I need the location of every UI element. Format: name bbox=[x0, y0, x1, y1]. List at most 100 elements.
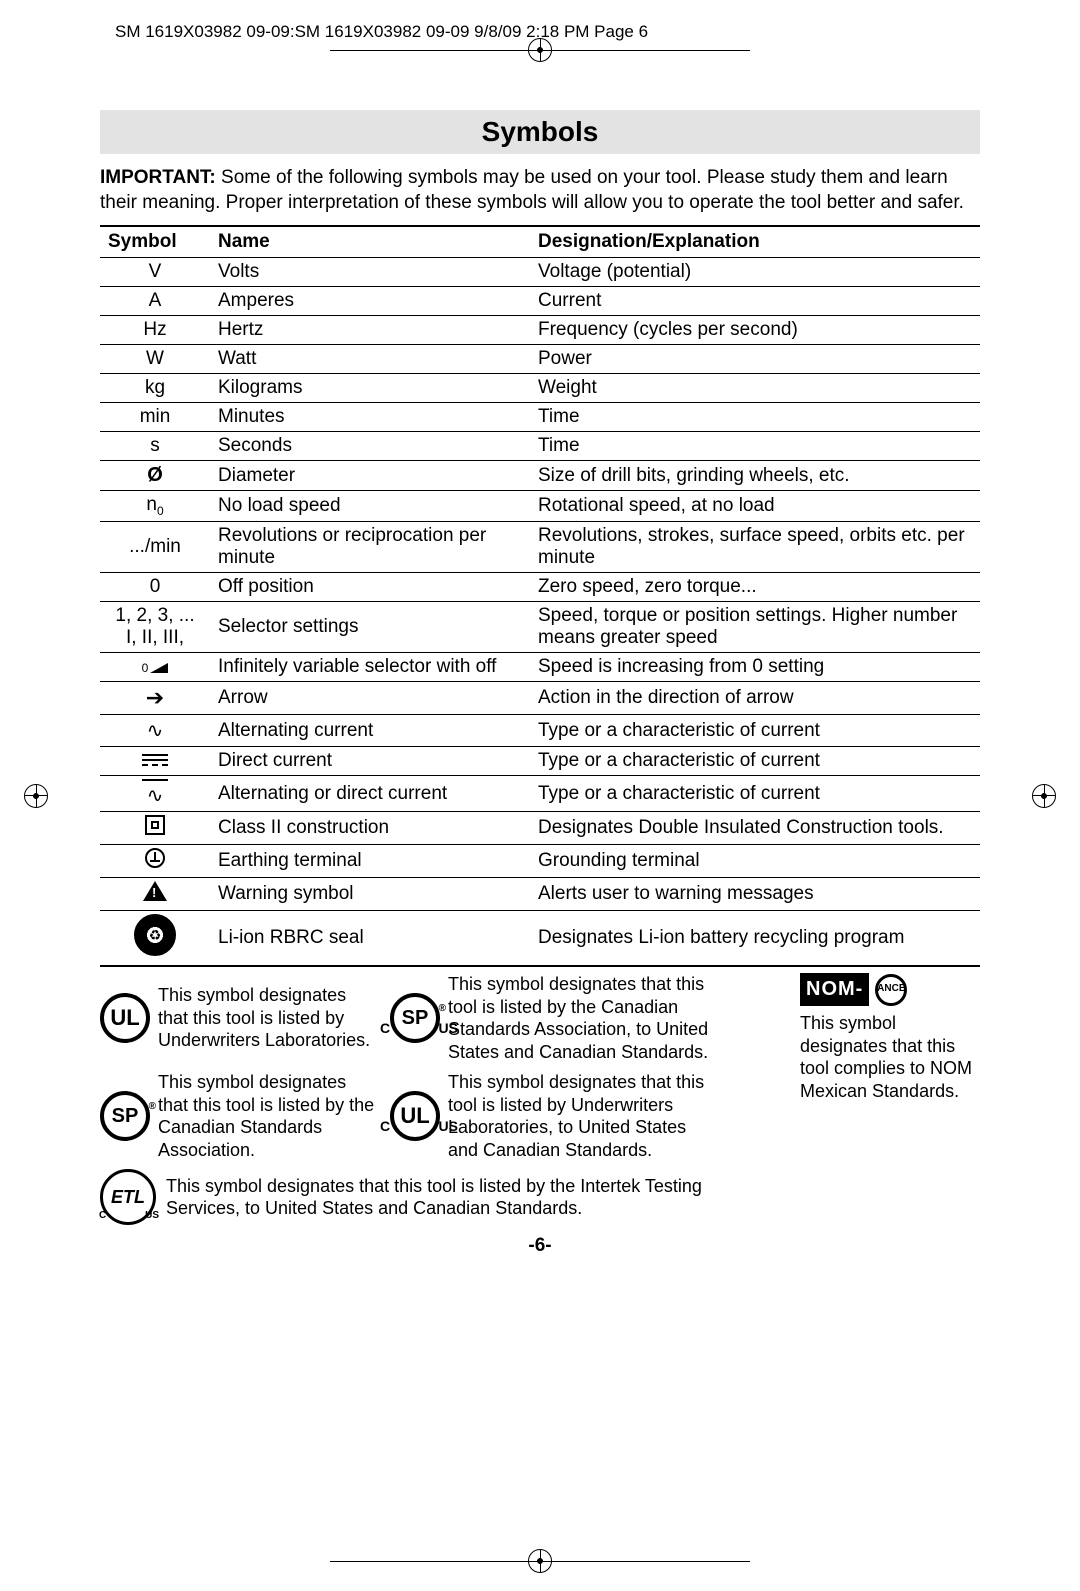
etl-text: This symbol designates that this tool is… bbox=[166, 1175, 740, 1220]
csa-text: This symbol designates that this tool is… bbox=[158, 1071, 380, 1161]
name-cell: Hertz bbox=[210, 316, 530, 345]
name-cell: Earthing terminal bbox=[210, 845, 530, 878]
table-header-row: Symbol Name Designation/Explanation bbox=[100, 226, 980, 258]
table-row: Li-ion RBRC sealDesignates Li-ion batter… bbox=[100, 911, 980, 967]
cul-us-text: This symbol designates that this tool is… bbox=[448, 1071, 710, 1161]
col-symbol: Symbol bbox=[100, 226, 210, 258]
symbol-cell bbox=[100, 911, 210, 967]
symbol-cell: kg bbox=[100, 374, 210, 403]
explanation-cell: Speed, torque or position settings. High… bbox=[530, 602, 980, 653]
symbols-table: Symbol Name Designation/Explanation VVol… bbox=[100, 225, 980, 967]
col-explanation: Designation/Explanation bbox=[530, 226, 980, 258]
ance-logo-icon: ANCE bbox=[875, 974, 907, 1006]
name-cell: Infinitely variable selector with off bbox=[210, 653, 530, 682]
explanation-cell: Designates Double Insulated Construction… bbox=[530, 812, 980, 845]
name-cell: Direct current bbox=[210, 747, 530, 776]
symbol-cell: n0 bbox=[100, 491, 210, 522]
table-row: ∿Alternating currentType or a characteri… bbox=[100, 715, 980, 747]
name-cell: Volts bbox=[210, 258, 530, 287]
explanation-cell: Power bbox=[530, 345, 980, 374]
nom-text: This symbol designates that this tool co… bbox=[800, 1012, 980, 1102]
explanation-cell: Rotational speed, at no load bbox=[530, 491, 980, 522]
symbol-cell: ∿ bbox=[100, 776, 210, 812]
table-row: 0Off positionZero speed, zero torque... bbox=[100, 573, 980, 602]
table-row: sSecondsTime bbox=[100, 432, 980, 461]
symbol-cell: W bbox=[100, 345, 210, 374]
csa-us-text: This symbol designates that this tool is… bbox=[448, 973, 710, 1063]
cul-us-logo-icon: UL C US bbox=[390, 1091, 440, 1141]
ul-text: This symbol designates that this tool is… bbox=[158, 984, 380, 1052]
intro-paragraph: IMPORTANT: Some of the following symbols… bbox=[100, 166, 980, 215]
symbol-cell bbox=[100, 878, 210, 911]
symbol-cell: 0 bbox=[100, 653, 210, 682]
registration-mark-left bbox=[24, 784, 48, 808]
table-row: minMinutesTime bbox=[100, 403, 980, 432]
explanation-cell: Weight bbox=[530, 374, 980, 403]
explanation-cell: Voltage (potential) bbox=[530, 258, 980, 287]
table-row: n0No load speedRotational speed, at no l… bbox=[100, 491, 980, 522]
name-cell: Minutes bbox=[210, 403, 530, 432]
name-cell: Class II construction bbox=[210, 812, 530, 845]
intro-bold: IMPORTANT: bbox=[100, 167, 216, 188]
certifications-section: UL This symbol designates that this tool… bbox=[100, 973, 980, 1225]
name-cell: Amperes bbox=[210, 287, 530, 316]
explanation-cell: Type or a characteristic of current bbox=[530, 715, 980, 747]
symbol-cell: Ø bbox=[100, 461, 210, 491]
registration-mark-bottom bbox=[330, 1549, 750, 1573]
table-row: Earthing terminalGrounding terminal bbox=[100, 845, 980, 878]
name-cell: Li-ion RBRC seal bbox=[210, 911, 530, 967]
name-cell: Arrow bbox=[210, 682, 530, 715]
symbol-cell: ➔ bbox=[100, 682, 210, 715]
table-row: VVoltsVoltage (potential) bbox=[100, 258, 980, 287]
explanation-cell: Action in the direction of arrow bbox=[530, 682, 980, 715]
symbol-cell: A bbox=[100, 287, 210, 316]
explanation-cell: Designates Li-ion battery recycling prog… bbox=[530, 911, 980, 967]
explanation-cell: Type or a characteristic of current bbox=[530, 776, 980, 812]
explanation-cell: Time bbox=[530, 403, 980, 432]
registration-mark-right bbox=[1032, 784, 1056, 808]
table-row: HzHertzFrequency (cycles per second) bbox=[100, 316, 980, 345]
name-cell: Kilograms bbox=[210, 374, 530, 403]
name-cell: Watt bbox=[210, 345, 530, 374]
table-row: 0Infinitely variable selector with offSp… bbox=[100, 653, 980, 682]
explanation-cell: Time bbox=[530, 432, 980, 461]
page-title: Symbols bbox=[100, 110, 980, 154]
explanation-cell: Frequency (cycles per second) bbox=[530, 316, 980, 345]
table-row: .../minRevolutions or reciprocation per … bbox=[100, 522, 980, 573]
explanation-cell: Alerts user to warning messages bbox=[530, 878, 980, 911]
table-row: Class II constructionDesignates Double I… bbox=[100, 812, 980, 845]
csa-logo-icon: SP® bbox=[100, 1091, 150, 1141]
name-cell: Diameter bbox=[210, 461, 530, 491]
table-row: kgKilogramsWeight bbox=[100, 374, 980, 403]
print-header: SM 1619X03982 09-09:SM 1619X03982 09-09 … bbox=[115, 22, 648, 42]
name-cell: Selector settings bbox=[210, 602, 530, 653]
symbol-cell bbox=[100, 845, 210, 878]
explanation-cell: Type or a characteristic of current bbox=[530, 747, 980, 776]
explanation-cell: Size of drill bits, grinding wheels, etc… bbox=[530, 461, 980, 491]
ul-logo-icon: UL bbox=[100, 993, 150, 1043]
explanation-cell: Zero speed, zero torque... bbox=[530, 573, 980, 602]
name-cell: Warning symbol bbox=[210, 878, 530, 911]
etl-logo-icon: ETL C US bbox=[100, 1169, 156, 1225]
nom-logo-icon: NOM- bbox=[800, 973, 869, 1006]
table-row: Warning symbolAlerts user to warning mes… bbox=[100, 878, 980, 911]
table-row: ∿Alternating or direct currentType or a … bbox=[100, 776, 980, 812]
table-row: 1, 2, 3, ...I, II, III,Selector settings… bbox=[100, 602, 980, 653]
explanation-cell: Speed is increasing from 0 setting bbox=[530, 653, 980, 682]
name-cell: No load speed bbox=[210, 491, 530, 522]
table-row: Direct currentType or a characteristic o… bbox=[100, 747, 980, 776]
symbol-cell: .../min bbox=[100, 522, 210, 573]
symbol-cell: ∿ bbox=[100, 715, 210, 747]
symbol-cell: min bbox=[100, 403, 210, 432]
name-cell: Seconds bbox=[210, 432, 530, 461]
csa-cus-logo-icon: SP ® C US bbox=[390, 993, 440, 1043]
col-name: Name bbox=[210, 226, 530, 258]
table-row: WWattPower bbox=[100, 345, 980, 374]
symbol-cell: 1, 2, 3, ...I, II, III, bbox=[100, 602, 210, 653]
symbol-cell: s bbox=[100, 432, 210, 461]
symbol-cell bbox=[100, 747, 210, 776]
symbol-cell: Hz bbox=[100, 316, 210, 345]
page-number: -6- bbox=[100, 1235, 980, 1257]
table-row: ØDiameterSize of drill bits, grinding wh… bbox=[100, 461, 980, 491]
nom-block: NOM- ANCE This symbol designates that th… bbox=[800, 973, 980, 1102]
